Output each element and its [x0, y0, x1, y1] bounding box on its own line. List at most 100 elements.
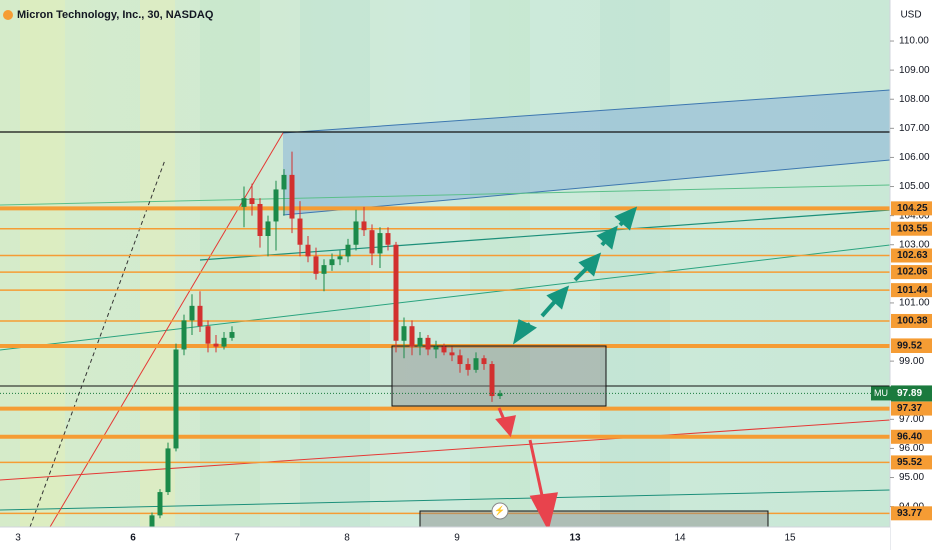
- candle-body: [377, 233, 383, 254]
- candle-body: [273, 189, 279, 222]
- level-label: 99.52: [897, 341, 922, 352]
- range-box: [391, 345, 607, 407]
- candle-body: [345, 244, 351, 257]
- level-labels: 104.25 103.55 102.63 102.06 101.44 100.38 99.5…: [0, 201, 932, 521]
- candle-body: [281, 174, 287, 190]
- candle-body: [305, 244, 311, 257]
- down-arrows: [495, 407, 558, 532]
- level-label: 103.55: [897, 223, 928, 234]
- level-label: 93.77: [897, 508, 922, 519]
- y-tick-label: 104.00: [899, 210, 930, 221]
- candle-body: [249, 198, 255, 204]
- level-label-bg: [891, 201, 932, 216]
- candle-body: [221, 337, 227, 347]
- candle-body: [361, 221, 367, 231]
- level-label: 102.63: [897, 250, 928, 261]
- candle-body: [241, 198, 247, 207]
- candles: [149, 151, 503, 530]
- x-tick-label: 3: [15, 533, 21, 544]
- candle-body: [481, 358, 487, 365]
- x-tick-label: 6: [130, 533, 136, 544]
- up-arrows: [512, 206, 638, 345]
- candle-body: [257, 203, 263, 237]
- candle-body: [409, 326, 415, 347]
- level-label-bg: [891, 455, 932, 470]
- range-box: [419, 510, 769, 528]
- level-label-bg: [891, 429, 932, 444]
- candle-body: [393, 244, 399, 341]
- red-trend: [0, 419, 891, 481]
- trend-line: [0, 489, 891, 511]
- level-label: 100.38: [897, 316, 928, 327]
- candle-body: [441, 346, 447, 353]
- y-tick-label: 97.00: [899, 414, 924, 425]
- symbol-icon: [3, 10, 13, 20]
- level-label-bg: [891, 338, 932, 353]
- event-icon-glyph: ⚡: [494, 504, 505, 516]
- symbol-badge: [871, 386, 891, 401]
- level-label-bg: [891, 221, 932, 236]
- level-label-bg: [891, 283, 932, 298]
- level-label-bg: [891, 265, 932, 280]
- candle-body: [313, 256, 319, 274]
- candle-body: [489, 364, 495, 397]
- level-label: 101.44: [897, 285, 928, 296]
- y-tick-label: 96.00: [899, 443, 924, 454]
- candle-body: [181, 320, 187, 350]
- plot-background: [0, 0, 890, 527]
- candle-body: [157, 492, 163, 516]
- y-tick-label: 101.00: [899, 298, 930, 309]
- candle-body: [401, 326, 407, 341]
- y-tick-label: 103.00: [899, 239, 930, 250]
- candle-body: [205, 326, 211, 344]
- candle-body: [457, 355, 463, 365]
- candle-body: [297, 218, 303, 245]
- event-icon[interactable]: [491, 502, 509, 520]
- candle-body: [173, 349, 179, 449]
- y-tick-label: 108.00: [899, 94, 930, 105]
- candle-body: [385, 233, 391, 245]
- level-label-bg: [891, 506, 932, 521]
- y-tick-label: 109.00: [899, 65, 930, 76]
- level-label: 97.37: [897, 403, 922, 414]
- candle-body: [329, 259, 335, 266]
- x-tick-label: 9: [454, 533, 460, 544]
- x-tick-label: 13: [569, 533, 581, 544]
- candle-body: [165, 448, 171, 493]
- candle-body: [337, 256, 343, 260]
- candle-body: [229, 332, 235, 338]
- time-bands: [20, 0, 670, 527]
- trend-line: [0, 184, 891, 206]
- level-label: 104.25: [897, 203, 928, 214]
- candle-body: [369, 230, 375, 254]
- candle-body: [213, 343, 219, 347]
- x-tick-label: 14: [674, 533, 686, 544]
- channel: [283, 90, 890, 215]
- candle-body: [189, 305, 195, 321]
- x-tick-label: 15: [784, 533, 796, 544]
- candle-body: [497, 393, 503, 397]
- level-label: 102.06: [897, 267, 928, 278]
- symbol-label: MU: [874, 388, 888, 398]
- candle-body: [417, 337, 423, 347]
- level-label: 95.52: [897, 457, 922, 468]
- y-tick-label: 107.00: [899, 123, 930, 134]
- x-tick-label: 7: [234, 533, 240, 544]
- trend-line: [199, 209, 891, 261]
- level-label-bg: [891, 248, 932, 263]
- level-label-bg: [891, 401, 932, 416]
- candle-body: [149, 515, 155, 527]
- level-label: 96.40: [897, 431, 922, 442]
- candle-body: [321, 265, 327, 274]
- trend-line: [0, 244, 891, 351]
- candle-body: [197, 305, 203, 327]
- y-tick-label: 99.00: [899, 356, 924, 367]
- channel-top: [282, 89, 891, 134]
- candle-body: [433, 346, 439, 350]
- level-label-bg: [891, 313, 932, 328]
- candle-body: [449, 352, 455, 356]
- dashed-line: [29, 159, 166, 528]
- x-tick-label: 8: [344, 533, 350, 544]
- candle-body: [353, 221, 359, 245]
